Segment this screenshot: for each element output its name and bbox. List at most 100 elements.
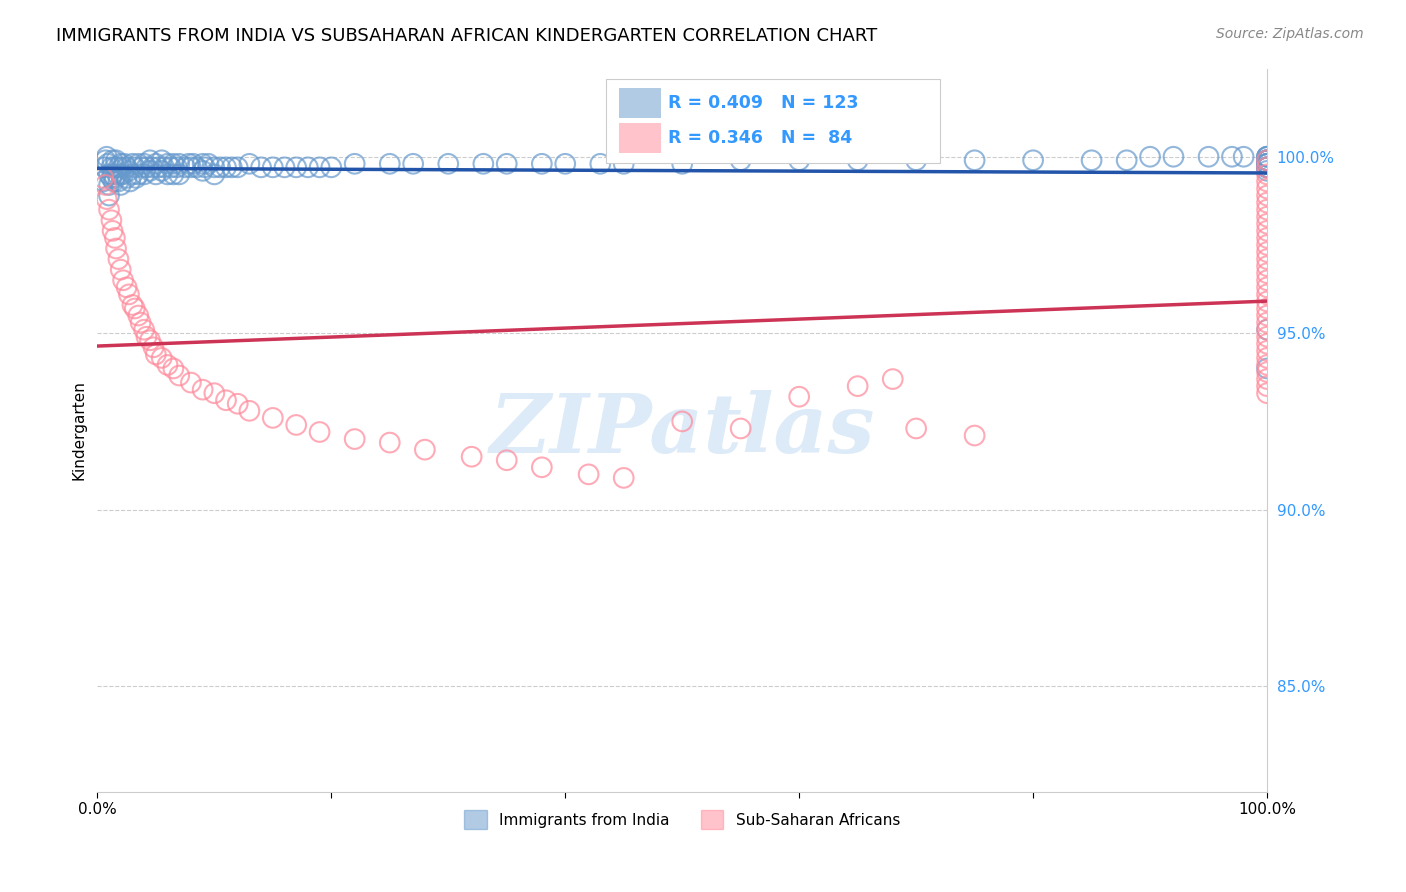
Point xyxy=(1256,224,1278,238)
Point xyxy=(846,153,869,168)
Point xyxy=(209,161,232,175)
Point xyxy=(905,153,928,168)
Point xyxy=(1256,157,1278,171)
Point xyxy=(110,168,132,182)
Point xyxy=(135,329,157,343)
Point xyxy=(110,157,132,171)
Point xyxy=(115,280,138,294)
Text: R = 0.409   N = 123: R = 0.409 N = 123 xyxy=(668,95,859,112)
Point xyxy=(115,161,138,175)
Point xyxy=(127,157,149,171)
Point xyxy=(191,383,214,397)
Point xyxy=(1256,301,1278,316)
Point xyxy=(226,161,249,175)
Point xyxy=(134,323,156,337)
Point xyxy=(100,161,122,175)
Point xyxy=(115,170,138,185)
Point xyxy=(162,361,184,376)
Text: IMMIGRANTS FROM INDIA VS SUBSAHARAN AFRICAN KINDERGARTEN CORRELATION CHART: IMMIGRANTS FROM INDIA VS SUBSAHARAN AFRI… xyxy=(56,27,877,45)
Point xyxy=(134,157,156,171)
Point xyxy=(118,164,141,178)
Point xyxy=(437,157,460,171)
Point xyxy=(1256,365,1278,379)
Point xyxy=(177,157,200,171)
Point xyxy=(142,340,165,354)
Point xyxy=(285,161,308,175)
Point xyxy=(343,432,366,446)
Point xyxy=(191,164,214,178)
Point xyxy=(103,174,125,188)
Point xyxy=(197,157,219,171)
Point xyxy=(495,157,517,171)
Point xyxy=(94,178,117,192)
Point xyxy=(1256,361,1278,376)
Point xyxy=(127,168,149,182)
Point xyxy=(150,153,173,168)
Point xyxy=(98,168,121,182)
Point xyxy=(554,157,576,171)
Point xyxy=(131,161,153,175)
Point xyxy=(613,471,636,485)
Point xyxy=(730,421,752,435)
Point xyxy=(124,161,146,175)
Point xyxy=(787,153,810,168)
Point xyxy=(101,224,124,238)
Point xyxy=(97,157,120,171)
Point xyxy=(530,460,553,475)
Point xyxy=(1256,157,1278,171)
Point xyxy=(1256,161,1278,175)
Point xyxy=(194,161,217,175)
Point xyxy=(402,157,425,171)
Point xyxy=(174,161,197,175)
Point xyxy=(156,168,179,182)
Point xyxy=(202,386,225,401)
Point xyxy=(1256,336,1278,351)
Point xyxy=(101,153,124,168)
Point xyxy=(98,178,121,192)
Point xyxy=(1256,161,1278,175)
Point xyxy=(1256,231,1278,245)
Point xyxy=(1115,153,1137,168)
Point xyxy=(882,372,904,386)
Point xyxy=(226,397,249,411)
Point xyxy=(202,168,225,182)
Point xyxy=(145,168,167,182)
Point xyxy=(1256,316,1278,330)
Point xyxy=(1256,202,1278,217)
Point xyxy=(1256,153,1278,168)
Point xyxy=(105,242,128,256)
Point xyxy=(129,316,152,330)
FancyBboxPatch shape xyxy=(619,123,661,153)
Point xyxy=(167,368,190,383)
Point xyxy=(1256,323,1278,337)
Point xyxy=(1256,161,1278,175)
Point xyxy=(1256,153,1278,168)
Point xyxy=(1256,379,1278,393)
Point xyxy=(1256,181,1278,195)
Point xyxy=(1256,164,1278,178)
Point xyxy=(846,379,869,393)
Point xyxy=(150,164,173,178)
Point xyxy=(343,157,366,171)
Point xyxy=(1256,259,1278,273)
Point xyxy=(1256,161,1278,175)
Point xyxy=(1256,217,1278,231)
Point xyxy=(121,298,143,312)
Point xyxy=(238,157,260,171)
Point xyxy=(1233,150,1256,164)
Point xyxy=(105,168,128,182)
Point xyxy=(180,161,202,175)
Point xyxy=(105,153,128,168)
Point xyxy=(215,161,238,175)
Point xyxy=(111,161,134,175)
Point xyxy=(1256,174,1278,188)
Point xyxy=(472,157,495,171)
FancyBboxPatch shape xyxy=(619,88,661,119)
Point xyxy=(1256,386,1278,401)
Point xyxy=(124,301,146,316)
Point xyxy=(127,309,149,323)
Point xyxy=(202,161,225,175)
Point xyxy=(215,393,238,408)
Point xyxy=(118,287,141,301)
Point xyxy=(112,157,135,171)
